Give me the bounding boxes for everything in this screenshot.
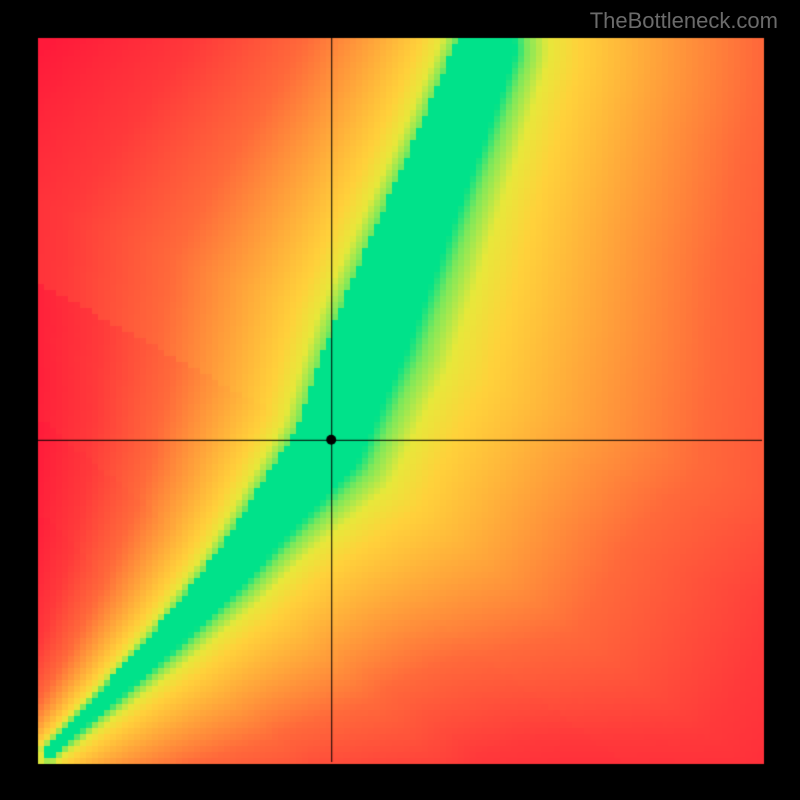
chart-container: { "watermark": { "text": "TheBottleneck.… <box>0 0 800 800</box>
bottleneck-heatmap <box>0 0 800 800</box>
watermark-text: TheBottleneck.com <box>590 8 778 34</box>
